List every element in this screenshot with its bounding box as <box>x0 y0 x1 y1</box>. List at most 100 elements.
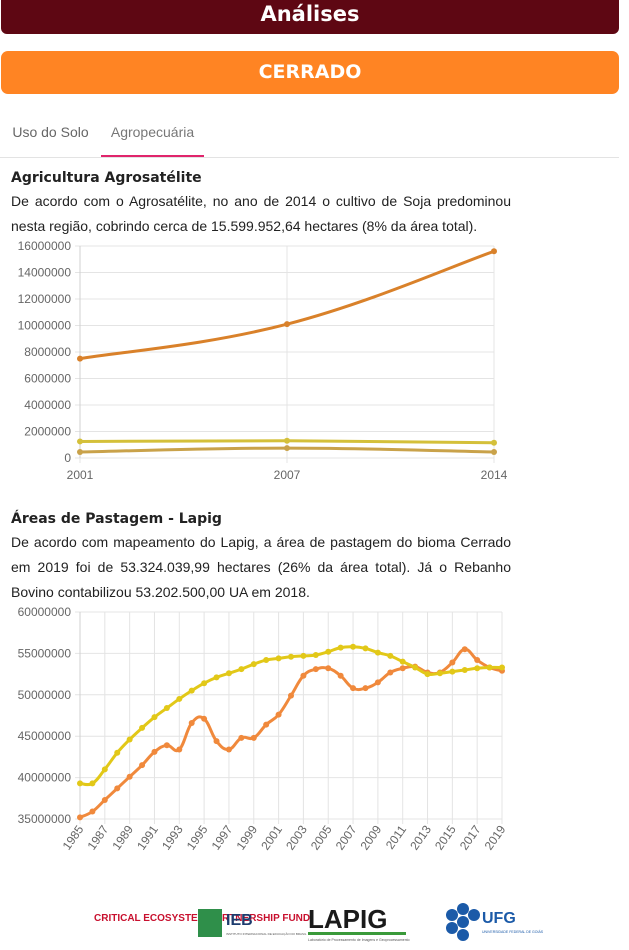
y-tick-label: 55000000 <box>18 646 72 660</box>
data-point <box>284 321 290 328</box>
ufg-hex <box>468 909 480 921</box>
x-tick-label: 2015 <box>432 822 459 852</box>
data-point <box>461 646 468 653</box>
x-tick-label: 2013 <box>407 822 434 852</box>
lapig-logo: LAPIG Laboratório de Processamento de Im… <box>308 904 410 942</box>
x-tick-label: 1991 <box>134 822 161 852</box>
data-point <box>77 814 83 821</box>
analysis-tabs: Uso do Solo Agropecuária <box>0 112 619 158</box>
pastagem-line-chart: 60000000 55000000 50000000 45000000 40000000… <box>18 605 509 853</box>
lapig-logo-bar <box>308 932 406 935</box>
x-tick-label: 1985 <box>60 822 87 852</box>
data-point <box>337 644 344 651</box>
y-tick-label: 4000000 <box>24 398 71 412</box>
data-point <box>350 685 357 692</box>
tab-label: Agropecuária <box>110 124 195 140</box>
ieb-logo: IEB INSTITUTO INTERNACIONAL DE EDUCAÇÃO … <box>198 909 307 937</box>
ieb-logo-mark <box>198 909 222 937</box>
y-tick-label: 14000000 <box>18 266 72 280</box>
data-point <box>114 785 121 792</box>
data-point <box>89 808 96 815</box>
x-tick-label: 2001 <box>258 822 285 852</box>
analises-title: Análises <box>260 2 360 26</box>
data-point <box>424 671 431 678</box>
data-point <box>362 645 369 652</box>
data-point <box>77 780 83 787</box>
data-point <box>449 668 456 675</box>
data-point <box>139 724 146 731</box>
data-point <box>263 657 270 664</box>
data-point <box>176 746 183 753</box>
data-point <box>101 766 108 773</box>
data-point <box>461 666 468 673</box>
partner-logos-svg: CRITICAL ECOSYSTEM PARTNERSHIP FUND IEB … <box>94 903 544 942</box>
data-point <box>491 248 497 255</box>
data-point <box>486 664 493 671</box>
data-point <box>77 355 83 362</box>
x-tick-label: 1989 <box>109 822 136 852</box>
ufg-hex <box>446 909 458 921</box>
data-point <box>412 664 419 671</box>
x-tick-label: 2014 <box>481 468 508 482</box>
section-agricultura-text: De acordo com o Agrosatélite, no ano de … <box>11 193 511 234</box>
data-point <box>350 643 357 650</box>
data-point <box>387 669 394 676</box>
data-point <box>284 437 290 444</box>
data-point <box>325 648 332 655</box>
data-point <box>238 666 245 673</box>
data-point <box>139 762 146 769</box>
x-tick-label: 1997 <box>209 822 236 852</box>
agricultura-line-chart: 16000000 14000000 12000000 10000000 8000000 6… <box>18 239 508 482</box>
data-point <box>275 711 282 718</box>
y-tick-label: 2000000 <box>24 425 71 439</box>
data-point <box>374 649 381 656</box>
data-point <box>213 674 220 681</box>
data-point <box>201 715 208 722</box>
data-point <box>362 685 369 692</box>
x-tick-label: 2005 <box>308 822 335 852</box>
lapig-logo-subtext: Laboratório de Processamento de Imagens … <box>308 938 410 942</box>
tab-label: Uso do Solo <box>12 124 89 140</box>
data-point <box>89 780 96 787</box>
data-point <box>188 719 195 726</box>
y-tick-label: 40000000 <box>18 771 72 785</box>
y-tick-label: 10000000 <box>18 319 72 333</box>
ufg-hex <box>446 922 458 934</box>
data-point <box>474 657 481 664</box>
x-tick-label: 2007 <box>333 822 360 852</box>
data-point <box>374 679 381 686</box>
data-point <box>201 680 208 687</box>
data-point <box>151 748 158 755</box>
x-tick-label: 2017 <box>457 822 484 852</box>
data-point <box>151 714 158 721</box>
x-tick-label: 1999 <box>233 822 260 852</box>
ufg-logo: UFG UNIVERSIDADE FEDERAL DE GOIÁS <box>446 903 544 941</box>
data-point <box>491 449 497 456</box>
data-point <box>225 746 232 753</box>
analises-header: Análises <box>1 0 619 34</box>
data-point <box>399 658 406 665</box>
data-point <box>474 665 481 672</box>
ufg-hex <box>457 903 469 915</box>
data-point <box>300 672 307 679</box>
y-tick-label: 60000000 <box>18 605 72 619</box>
data-point <box>77 438 83 445</box>
ieb-logo-subtext: INSTITUTO INTERNACIONAL DE EDUCAÇÃO DO B… <box>226 931 307 936</box>
x-tick-label: 2009 <box>358 822 385 852</box>
tab-uso-do-solo[interactable]: Uso do Solo <box>0 112 101 157</box>
data-point <box>284 445 290 452</box>
data-point <box>312 652 319 659</box>
tab-agropecuaria[interactable]: Agropecuária <box>101 112 204 157</box>
ufg-hex <box>457 929 469 941</box>
lapig-logo-text: LAPIG <box>308 904 387 934</box>
data-point <box>387 652 394 659</box>
section-pastagem-title: Áreas de Pastagem - Lapig <box>11 511 222 527</box>
y-tick-label: 45000000 <box>18 729 72 743</box>
y-tick-label: 12000000 <box>18 292 72 306</box>
partner-logos: CRITICAL ECOSYSTEM PARTNERSHIP FUND IEB … <box>0 895 629 945</box>
biome-header[interactable]: CERRADO <box>1 51 619 94</box>
x-tick-label: 1995 <box>184 822 211 852</box>
y-tick-label: 35000000 <box>18 812 72 826</box>
ufg-logo-text: UFG <box>482 910 516 927</box>
data-point <box>213 738 220 745</box>
